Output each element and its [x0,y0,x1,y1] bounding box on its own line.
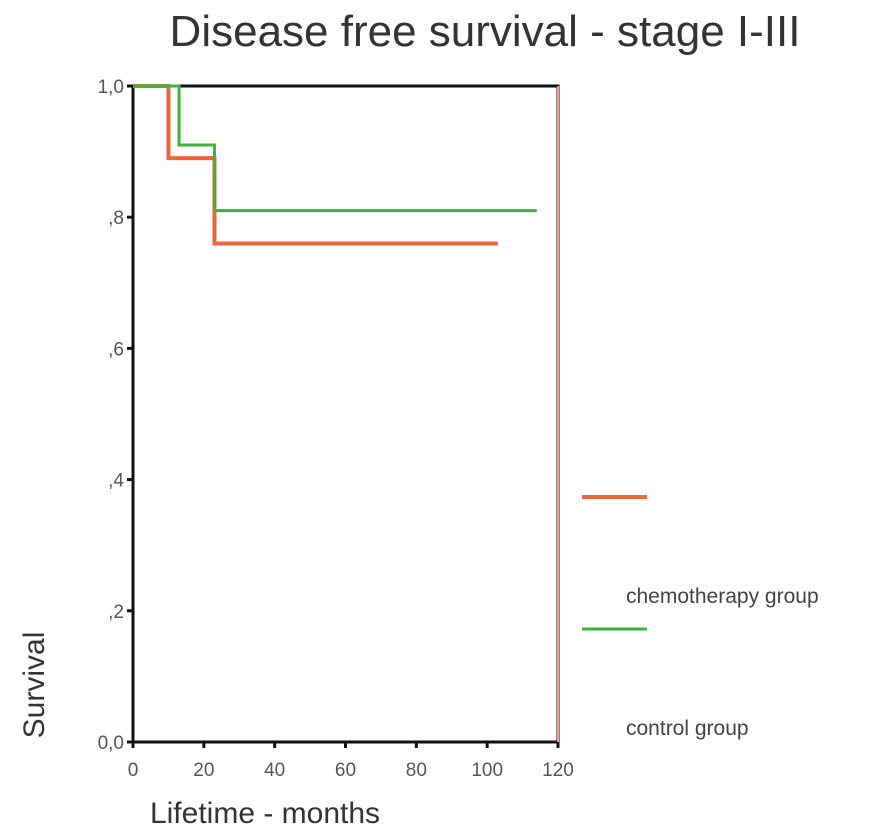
x-tick-label: 120 [542,760,574,781]
x-tick-label: 100 [471,760,503,781]
legend-label: control group [626,717,749,740]
y-tick-label: ,2 [108,602,124,623]
x-axis-title: Lifetime - months [150,797,380,827]
chart-title: Disease free survival - stage I-III [170,7,801,56]
axis-ticks: 0 20 40 60 80 100 120 0,0 ,2 ,4 ,6 ,8 1,0 [98,77,574,781]
y-tick-label: 1,0 [98,77,124,98]
y-axis-title: Survival [18,632,51,739]
y-tick-label: ,4 [108,471,124,492]
x-tick-label: 80 [406,760,427,781]
series-lines [133,84,537,246]
series-line-control [133,84,537,213]
y-tick-label: 0,0 [98,733,124,754]
y-tick-label: ,8 [108,208,124,229]
legend: chemotherapy group control group [582,495,819,740]
x-tick-label: 40 [264,760,285,781]
x-tick-label: 0 [128,760,139,781]
plot-area [131,84,560,744]
x-tick-label: 20 [193,760,214,781]
x-tick-label: 60 [335,760,356,781]
y-tick-label: ,6 [108,339,124,360]
legend-label: chemotherapy group [626,585,819,608]
